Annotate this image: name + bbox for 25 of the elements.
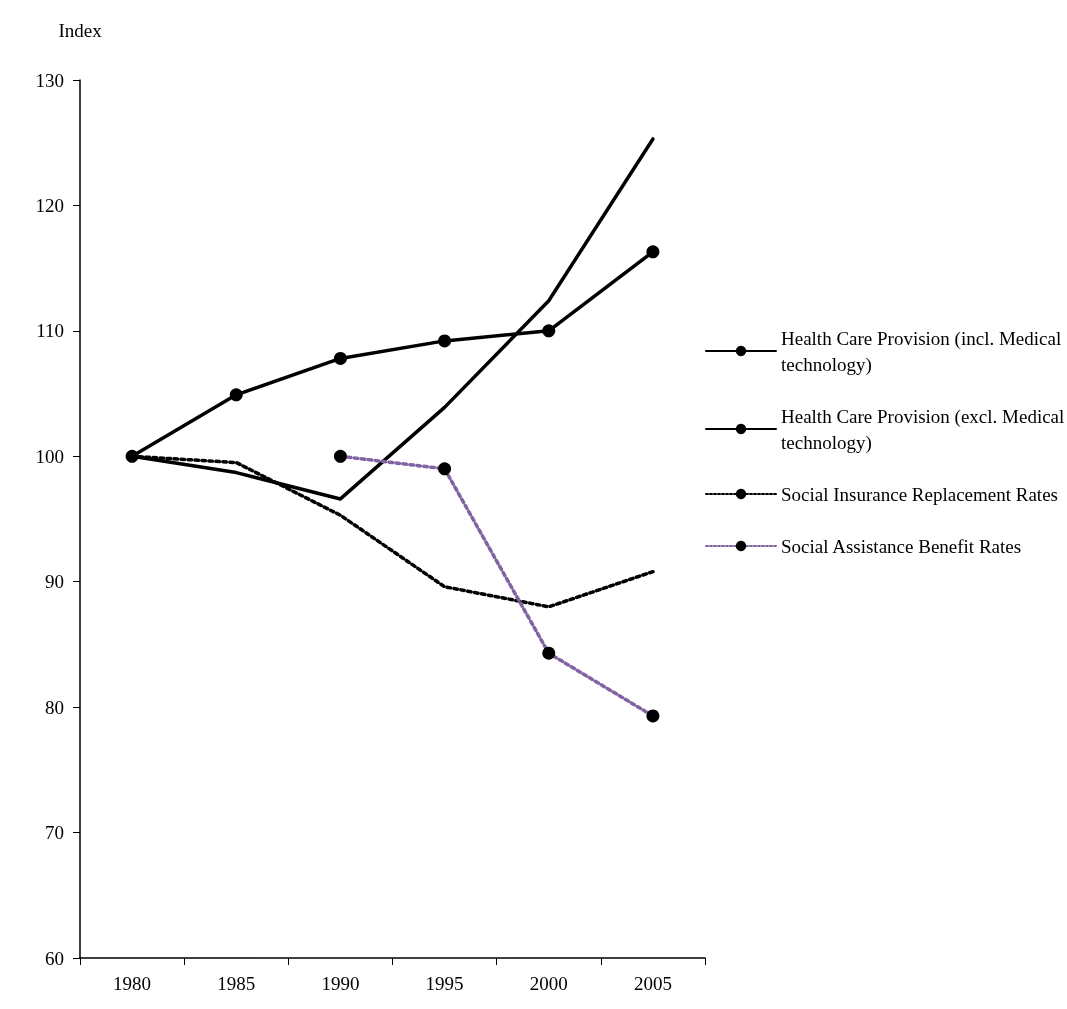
point [646,245,660,259]
legend-label: Health Care Provision (excl. Medical technology) [781,405,1067,454]
y-tick-label: 100 [35,445,64,467]
legend-label: Health Care Provision (incl. Medical technology) [781,327,1066,376]
x-tick-label: 1980 [113,973,152,994]
y-axis-title: Index [58,20,103,41]
x-tick-label: 1995 [425,973,464,994]
y-tick-label: 130 [35,69,64,91]
y-tick-label: 120 [35,194,64,216]
point [542,324,556,338]
y-tick-label: 60 [45,947,64,969]
y-tick-label: 80 [45,696,64,718]
point [438,334,452,348]
x-tick-label: 2005 [633,973,672,994]
point [229,388,243,402]
x-tick-label: 1985 [217,973,256,994]
x-tick-label: 1990 [321,973,360,994]
legend-label: Social Assistance Benefit Rates [781,535,1022,557]
point [333,351,347,365]
x-tick-label: 2000 [529,973,568,994]
y-tick-label: 110 [36,320,64,342]
legend-label: Social Insurance Replacement Rates [781,483,1058,505]
y-tick-label: 70 [45,822,64,844]
y-tick-label: 90 [45,571,64,593]
point [125,449,139,463]
